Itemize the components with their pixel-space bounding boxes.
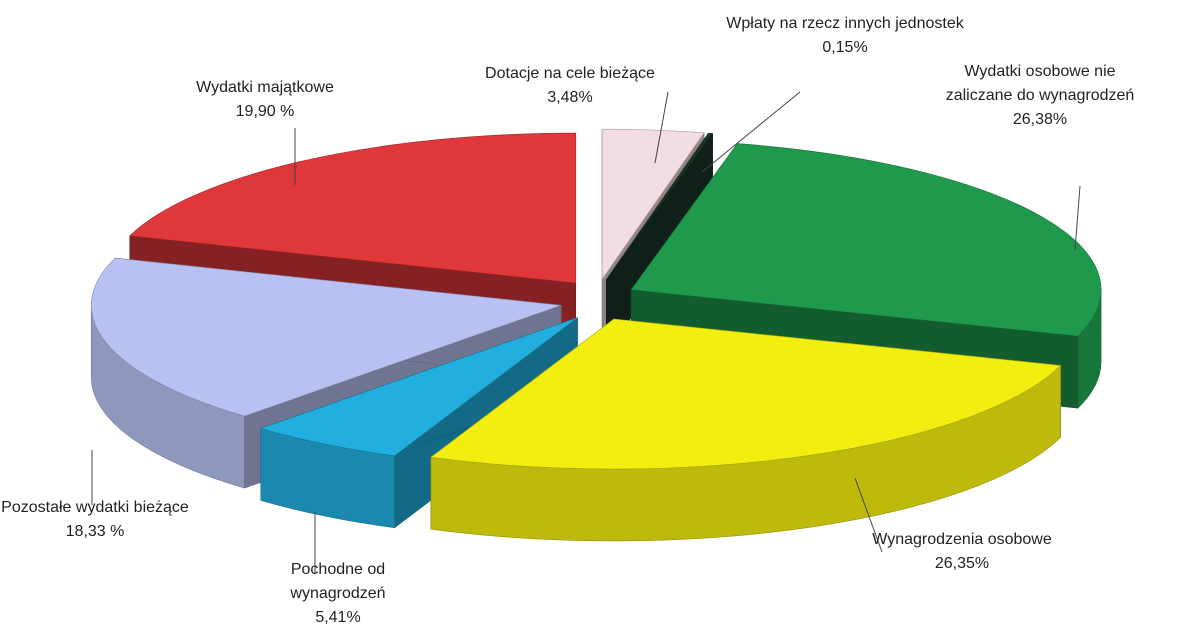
slice-top [259, 317, 578, 457]
value-label: 26,35% [934, 555, 990, 572]
category-name: Wydatki osobowe nie zaliczane do wynagro… [945, 63, 1135, 104]
slice-label: Wpłaty na rzecz innych jednostek 0,15% [710, 12, 980, 60]
category-name: Pozostałe wydatki bieżące [1, 499, 189, 516]
slice-label: Wydatki majątkowe 19,90 % [145, 76, 385, 124]
slice-top [606, 132, 714, 280]
category-name: Dotacje na cele bieżące [485, 65, 655, 82]
leader-line [854, 477, 883, 553]
value-label: 18,33 % [65, 523, 125, 540]
category-name: Wydatki majątkowe [196, 79, 334, 96]
slice-top [129, 132, 577, 284]
category-name: Wpłaty na rzecz innych jednostek [726, 15, 964, 32]
slice-top [601, 128, 705, 281]
slice-label: Pochodne od wynagrodzeń 5,41% [248, 558, 428, 630]
slice-label: Wydatki osobowe nie zaliczane do wynagro… [935, 60, 1145, 132]
value-label: 3,48% [547, 89, 593, 106]
slice-label: Dotacje na cele bieżące 3,48% [445, 62, 695, 110]
category-name: Wynagrodzenia osobowe [872, 531, 1052, 548]
value-label: 5,41% [315, 609, 361, 626]
leader-line [654, 91, 669, 164]
slice-top [430, 318, 1062, 470]
slice-label: Pozostałe wydatki bieżące 18,33 % [0, 496, 195, 544]
leader-line [1074, 185, 1081, 251]
leader-line [701, 91, 801, 173]
category-name: Pochodne od wynagrodzeń [290, 561, 386, 602]
slice-top [630, 143, 1102, 337]
value-label: 26,38% [1012, 111, 1068, 128]
value-label: 19,90 % [235, 103, 295, 120]
slice-label: Wynagrodzenia osobowe 26,35% [867, 528, 1057, 576]
slice-top [90, 257, 562, 417]
slice [430, 318, 1062, 542]
value-label: 0,15% [822, 39, 868, 56]
